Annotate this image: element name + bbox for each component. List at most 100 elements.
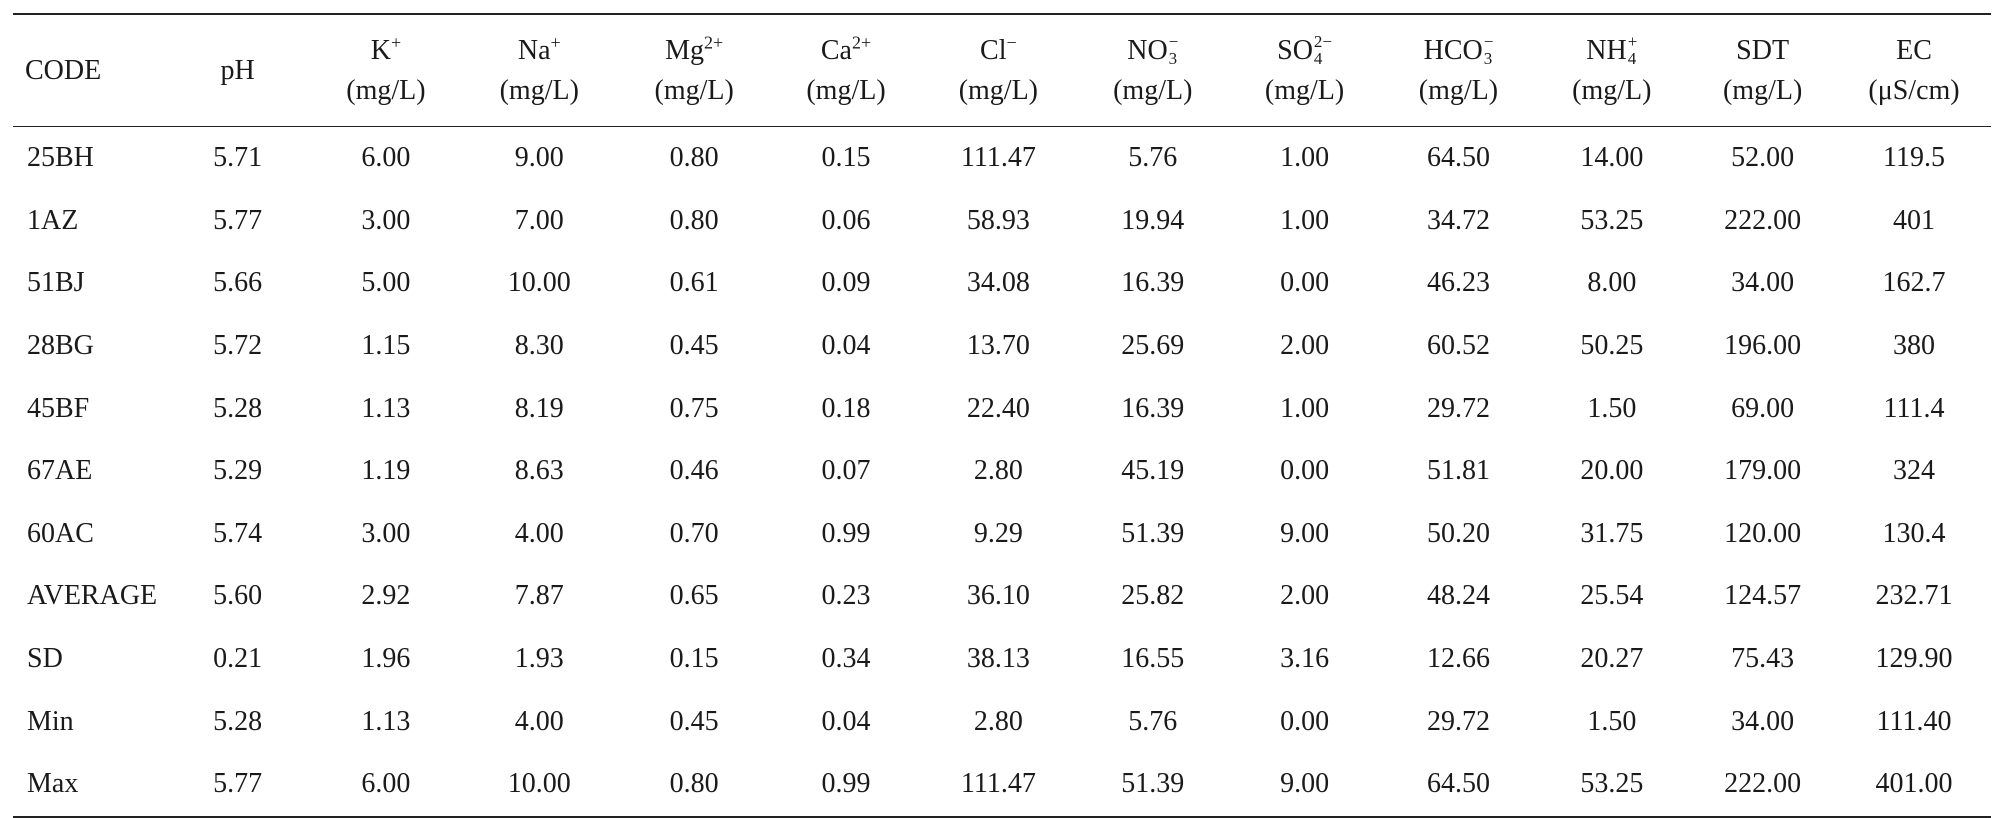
table-cell: 0.04: [821, 705, 871, 737]
table-cell: 0.23: [821, 580, 871, 612]
column-name: CODE: [25, 51, 167, 91]
table-cell: 5.60: [213, 580, 263, 612]
table-cell: 120.00: [1724, 517, 1802, 549]
table-cell: 1.50: [1587, 392, 1637, 424]
table-cell: 34.08: [966, 267, 1030, 299]
table-cell: 2.00: [1280, 580, 1330, 612]
table-cell: 0.99: [821, 517, 871, 549]
table-row: SD 0.21 1.96 1.93 0.15 0.34 38.13 16.55 3.16 12.6…: [13, 628, 1991, 691]
ion-charge: −: [1483, 32, 1494, 52]
table-cell: 51.39: [1121, 768, 1185, 800]
table-cell: 0.61: [669, 267, 719, 299]
table-cell: 380: [1893, 330, 1935, 362]
column-name-base: Ca: [820, 34, 852, 66]
column-header-ca: Ca2+ (mg/L): [773, 14, 919, 127]
ion-charge: −: [1006, 32, 1017, 53]
column-name: Mg2+: [615, 31, 773, 71]
table-cell: 45.19: [1121, 455, 1185, 487]
table-cell: 111.4: [1883, 392, 1945, 424]
table-cell: 19.94: [1121, 204, 1185, 236]
row-code-cell: 67AE: [27, 455, 93, 487]
water-chemistry-table: CODE pH K+ (mg/L) Na+ (mg/L) Mg2+ (mg/L) Ca2+ (mg…: [13, 13, 1991, 818]
table-cell: 0.21: [213, 643, 263, 675]
column-unit: (μS/cm): [1868, 74, 1960, 106]
column-header-ph: pH: [167, 14, 309, 127]
table-cell: 16.39: [1121, 267, 1185, 299]
column-header-k: K+ (mg/L): [308, 14, 463, 127]
row-code-cell: Max: [27, 768, 79, 800]
column-name-base: CODE: [25, 54, 102, 86]
table-cell: 51.81: [1426, 455, 1490, 487]
table-cell: 0.15: [821, 142, 871, 174]
table-cell: 25.54: [1580, 580, 1644, 612]
table-cell: 5.28: [213, 705, 263, 737]
table-cell: 25.69: [1121, 330, 1185, 362]
table-cell: 401.00: [1875, 768, 1953, 800]
table-row: 51BJ 5.66 5.00 10.00 0.61 0.09 34.08 16.39 0.00 4…: [13, 252, 1991, 315]
table-cell: 20.27: [1580, 643, 1644, 675]
table-cell: 53.25: [1580, 204, 1644, 236]
table-cell: 36.10: [966, 580, 1030, 612]
table-cell: 5.28: [213, 392, 263, 424]
table-cell: 0.46: [669, 455, 719, 487]
ion-charge: +: [390, 32, 402, 53]
table-row: 25BH 5.71 6.00 9.00 0.80 0.15 111.47 5.76 1.00 64…: [13, 127, 1991, 190]
table-cell: 12.66: [1426, 643, 1490, 675]
table-cell: 9.00: [514, 142, 564, 174]
column-name-base: NH: [1586, 34, 1627, 66]
table-cell: 3.16: [1280, 643, 1330, 675]
table-cell: 46.23: [1426, 267, 1490, 299]
table-cell: 1.96: [361, 643, 411, 675]
table-cell: 14.00: [1580, 142, 1644, 174]
table-cell: 0.80: [669, 204, 719, 236]
table-cell: 0.80: [669, 142, 719, 174]
table-cell: 7.87: [514, 580, 564, 612]
column-name: K+: [308, 31, 463, 71]
ion-charge: 2−: [1313, 32, 1333, 52]
table-row: 28BG 5.72 1.15 8.30 0.45 0.04 13.70 25.69 2.00 60…: [13, 315, 1991, 378]
table-cell: 8.30: [514, 330, 564, 362]
table-cell: 58.93: [966, 204, 1030, 236]
table-cell: 34.72: [1426, 204, 1490, 236]
table-cell: 9.00: [1280, 768, 1330, 800]
table-cell: 179.00: [1724, 455, 1802, 487]
table-cell: 0.06: [821, 204, 871, 236]
table-cell: 124.57: [1724, 580, 1802, 612]
column-name: Na+: [463, 31, 615, 71]
table-cell: 69.00: [1731, 392, 1795, 424]
table-cell: 0.00: [1280, 455, 1330, 487]
ion-subscript: 3: [1483, 49, 1493, 69]
table-cell: 1.15: [361, 330, 411, 362]
column-name-base: SDT: [1736, 34, 1790, 66]
column-unit: (mg/L): [1264, 74, 1345, 106]
table-cell: 5.74: [213, 517, 263, 549]
row-code-cell: AVERAGE: [27, 580, 158, 612]
table-cell: 5.66: [213, 267, 263, 299]
table-cell: 2.00: [1280, 330, 1330, 362]
ion-charge: +: [550, 32, 561, 53]
column-unit: (mg/L): [499, 74, 579, 106]
row-code-cell: 45BF: [27, 392, 90, 424]
column-unit: (mg/L): [654, 74, 734, 106]
table-cell: 8.19: [514, 392, 564, 424]
table-row: 67AE 5.29 1.19 8.63 0.46 0.07 2.80 45.19 0.00 51.…: [13, 440, 1991, 503]
table-cell: 5.72: [213, 330, 263, 362]
column-header-na: Na+ (mg/L): [463, 14, 615, 127]
table-cell: 0.34: [821, 643, 871, 675]
table-row: 1AZ 5.77 3.00 7.00 0.80 0.06 58.93 19.94 1.00 34.…: [13, 190, 1991, 253]
table-cell: 2.80: [973, 705, 1023, 737]
table-cell: 0.00: [1280, 267, 1330, 299]
column-name: SO 2− 4: [1228, 31, 1382, 71]
table-cell: 51.39: [1121, 517, 1185, 549]
table-cell: 0.45: [669, 705, 719, 737]
column-header-cl: Cl− (mg/L): [919, 14, 1078, 127]
row-code-cell: 60AC: [27, 517, 94, 549]
table-row: Max 5.77 6.00 10.00 0.80 0.99 111.47 51.39 9.00 6…: [13, 753, 1991, 817]
table-cell: 22.40: [966, 392, 1030, 424]
column-name: Ca2+: [773, 31, 919, 71]
ion-subscript: 3: [1168, 49, 1178, 69]
table-cell: 111.47: [960, 768, 1036, 800]
table-cell: 5.29: [213, 455, 263, 487]
table-cell: 1.50: [1587, 705, 1637, 737]
table-cell: 50.25: [1580, 330, 1644, 362]
